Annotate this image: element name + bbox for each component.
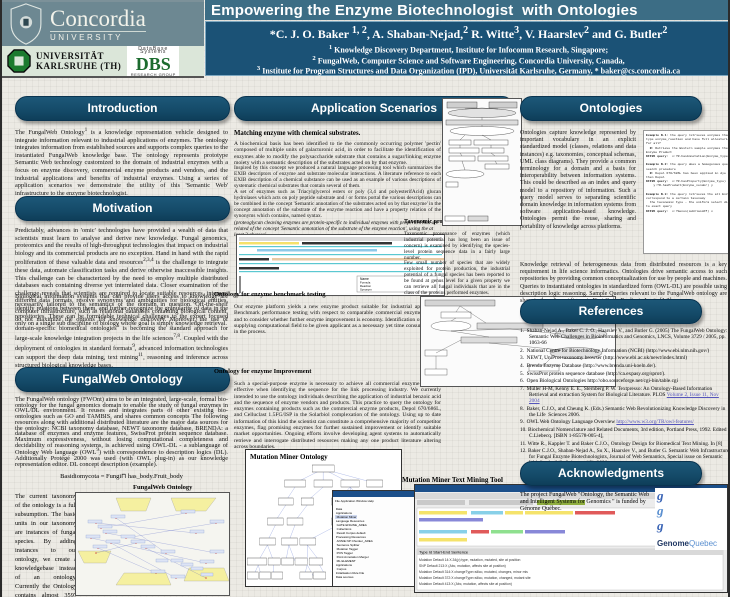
svg-text:Mutation Default 372:X: Mutation Default 372:X changeType=silico… [419, 576, 531, 580]
svg-text:g: g [656, 518, 664, 533]
svg-text:SNP Default 213:X: SNP Default 213:X (Abc, mutation, affect… [419, 564, 506, 568]
svg-text:Mutation Default 314:X: Mutation Default 314:X changeType=silico… [419, 570, 528, 574]
svg-text:g: g [656, 503, 664, 518]
svg-text:Mutation Default 413:X: Mutation Default 413:X (Abc, mutation, a… [419, 582, 512, 586]
svg-text:g: g [656, 488, 664, 503]
svg-text:Mutation Default 14:X.34(p: Mutation Default 14:X.34(p) type, mutati… [419, 558, 521, 562]
svg-text:Type Id Start-End: Type Id Start-End Sentence [419, 550, 469, 555]
svg-text:GenomeQuebec: GenomeQuebec [657, 539, 717, 548]
